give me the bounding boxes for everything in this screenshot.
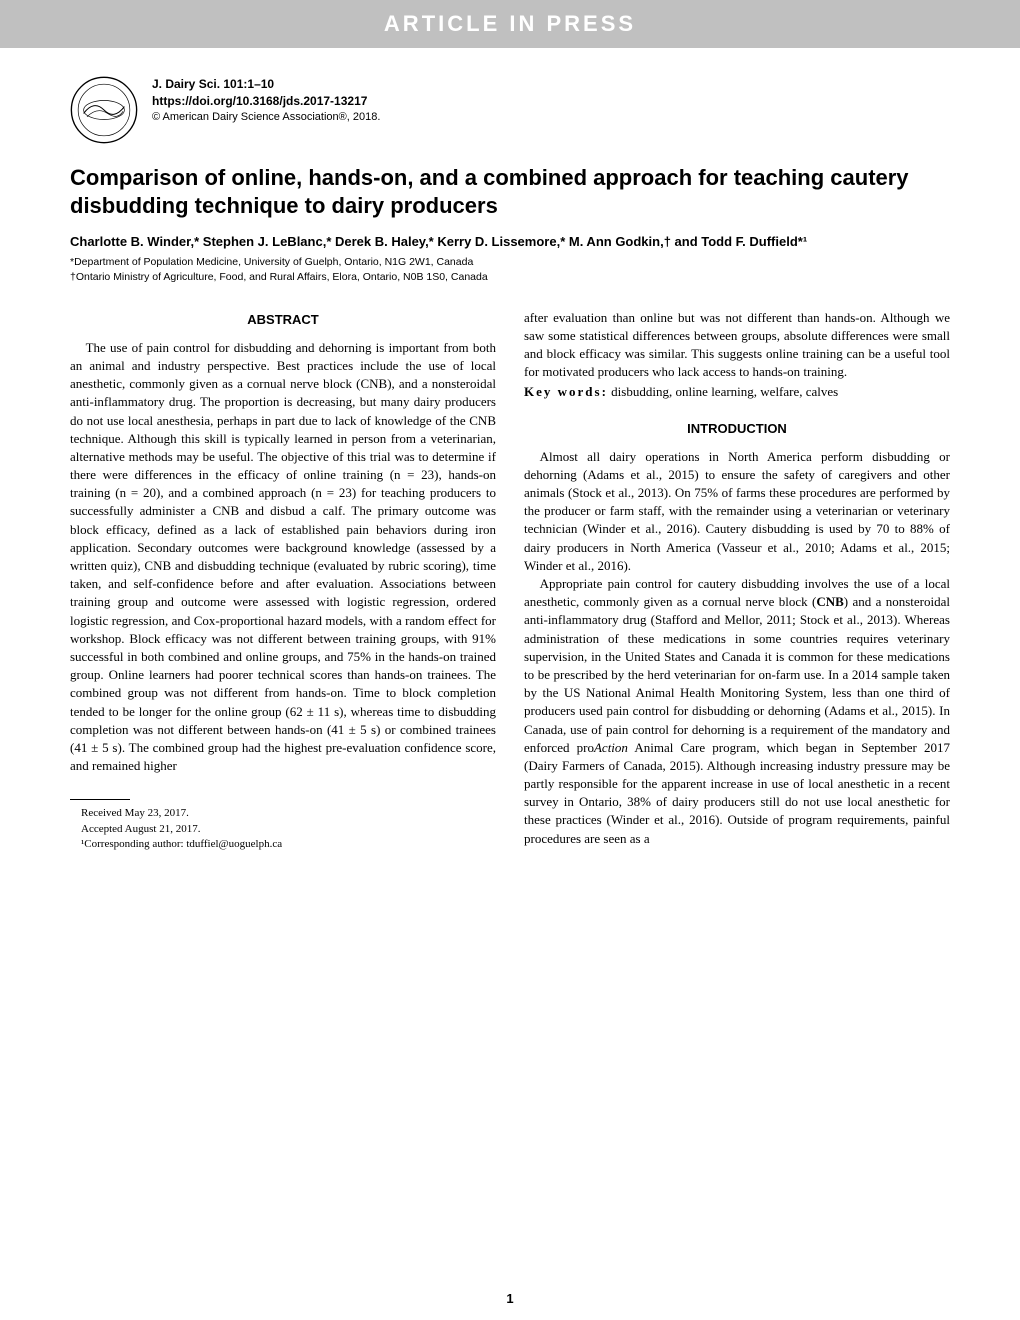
doi: https://doi.org/10.3168/jds.2017-13217: [152, 93, 380, 110]
in-press-banner: ARTICLE IN PRESS: [0, 0, 1020, 48]
keywords-list: disbudding, online learning, welfare, ca…: [611, 384, 838, 399]
cnb-abbrev: CNB: [816, 594, 843, 609]
abstract-body: The use of pain control for disbudding a…: [70, 339, 496, 776]
journal-info: J. Dairy Sci. 101:1–10 https://doi.org/1…: [152, 76, 380, 125]
journal-citation: J. Dairy Sci. 101:1–10: [152, 76, 380, 93]
accepted-date: Accepted August 21, 2017.: [70, 822, 496, 837]
footnotes: Received May 23, 2017. Accepted August 2…: [70, 806, 496, 852]
authors: Charlotte B. Winder,* Stephen J. LeBlanc…: [70, 233, 950, 251]
header-block: J. Dairy Sci. 101:1–10 https://doi.org/1…: [70, 76, 950, 144]
affiliation-1: *Department of Population Medicine, Univ…: [70, 255, 950, 270]
copyright: © American Dairy Science Association®, 2…: [152, 110, 380, 125]
footnote-rule: [70, 799, 130, 800]
proaction-italic: Action: [594, 740, 628, 755]
banner-text: ARTICLE IN PRESS: [384, 11, 636, 37]
journal-logo: [70, 76, 138, 144]
left-column: ABSTRACT The use of pain control for dis…: [70, 309, 496, 853]
affiliation-2: †Ontario Ministry of Agriculture, Food, …: [70, 270, 950, 285]
intro-p1: Almost all dairy operations in North Ame…: [524, 448, 950, 575]
page-number: 1: [0, 1291, 1020, 1306]
page-content: J. Dairy Sci. 101:1–10 https://doi.org/1…: [0, 48, 1020, 872]
intro-p2b: ) and a nonsteroidal anti-inflammatory d…: [524, 594, 950, 755]
intro-p2c: Animal Care program, which began in Sept…: [524, 740, 950, 846]
corresponding-author: ¹Corresponding author: tduffiel@uoguelph…: [70, 837, 496, 852]
received-date: Received May 23, 2017.: [70, 806, 496, 821]
introduction-heading: INTRODUCTION: [524, 420, 950, 438]
abstract-heading: ABSTRACT: [70, 311, 496, 329]
two-column-layout: ABSTRACT The use of pain control for dis…: [70, 309, 950, 853]
keywords: Key words: disbudding, online learning, …: [524, 383, 950, 401]
intro-p2: Appropriate pain control for cautery dis…: [524, 575, 950, 848]
keywords-label: Key words:: [524, 384, 608, 399]
abstract-continuation: after evaluation than online but was not…: [524, 309, 950, 382]
affiliations: *Department of Population Medicine, Univ…: [70, 255, 950, 284]
right-column: after evaluation than online but was not…: [524, 309, 950, 853]
article-title: Comparison of online, hands-on, and a co…: [70, 164, 950, 219]
